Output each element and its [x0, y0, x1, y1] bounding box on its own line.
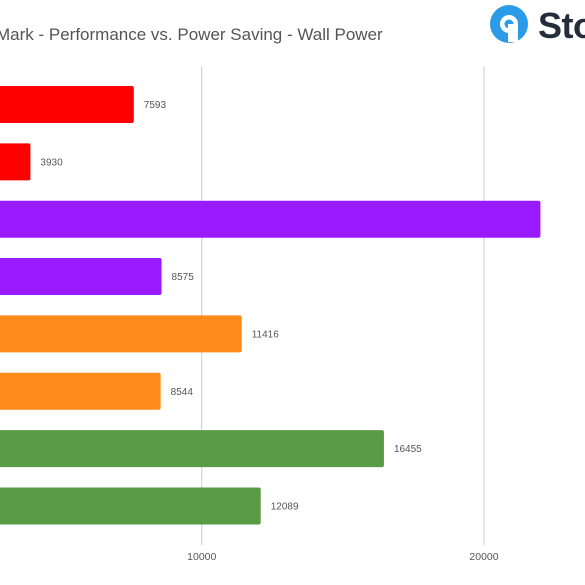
logo-pin-icon	[490, 5, 528, 43]
x-tick-label: 20000	[469, 551, 498, 563]
bar-value-label: 8544	[171, 387, 194, 398]
bars	[0, 86, 541, 525]
bar	[0, 430, 384, 468]
bar-value-label: 3930	[40, 157, 63, 168]
bar-value-label: 7593	[144, 100, 167, 111]
brand-logo: Sto	[488, 4, 585, 46]
chart-title: Mark - Performance vs. Power Saving - Wa…	[0, 25, 383, 44]
bar-value-label: 11416	[252, 329, 280, 340]
bar	[0, 86, 134, 123]
data-labels: 7593 3930 8575 11416 8544 16455 12089	[40, 100, 422, 512]
bar	[0, 315, 242, 353]
bar	[0, 487, 261, 525]
bar	[0, 258, 162, 296]
x-axis-ticks: 10000 20000	[187, 551, 499, 563]
bar-value-label: 12089	[271, 501, 299, 512]
bar	[0, 200, 541, 238]
bar	[0, 372, 161, 410]
x-tick-label: 10000	[187, 551, 216, 563]
grid-lines	[201, 66, 485, 545]
logo-text: Sto	[538, 5, 585, 46]
bar-value-label: 8575	[172, 272, 195, 283]
bar	[0, 143, 31, 181]
bar-value-label: 16455	[394, 444, 422, 455]
